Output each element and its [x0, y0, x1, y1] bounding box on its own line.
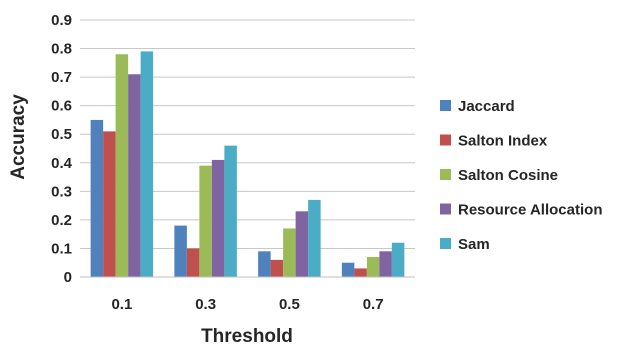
x-axis-title: Threshold	[201, 326, 293, 347]
bar-sam	[224, 145, 237, 277]
y-tick-label: 0.9	[51, 12, 72, 29]
y-axis-title: Accuracy	[8, 94, 29, 180]
legend-swatch	[440, 169, 451, 180]
bar-jaccard	[258, 251, 271, 277]
legend-swatch	[440, 134, 451, 146]
x-tick-label: 0.5	[279, 296, 300, 313]
y-tick-label: 0.8	[51, 41, 72, 58]
bar-jaccard	[90, 119, 104, 277]
bar-salton-index	[186, 248, 200, 277]
x-tick-label: 0.3	[195, 296, 216, 313]
y-tick-label: 0.2	[51, 212, 72, 229]
bar-salton-index	[103, 131, 116, 277]
bar-salton-index	[270, 259, 284, 277]
bar-salton-index	[354, 268, 367, 277]
bar-sam	[140, 51, 154, 278]
bar-sam	[391, 242, 405, 277]
legend-label: Salton Index	[458, 133, 548, 150]
legend-label: Salton Cosine	[458, 167, 558, 184]
legend-swatch	[440, 100, 451, 111]
legend-label: Sam	[458, 236, 490, 253]
x-tick-label: 0.7	[363, 296, 384, 313]
y-tick-label: 0.6	[51, 98, 72, 115]
legend-swatch	[440, 203, 451, 215]
y-tick-label: 0.4	[51, 155, 73, 172]
x-tick-label: 0.1	[111, 296, 132, 313]
bar-resource-allocation	[211, 159, 225, 277]
bar-resource-allocation	[295, 211, 309, 277]
x-axis-ticks: 0.1 0.3 0.5 0.7	[111, 296, 383, 313]
bar-sam	[308, 199, 321, 277]
bars	[90, 51, 405, 278]
bar-salton-cosine	[366, 257, 380, 277]
bar-salton-cosine	[115, 54, 129, 278]
y-axis-ticks: 0 0.1 0.2 0.3 0.4 0.5 0.6 0.7 0.8 0.9	[51, 12, 73, 286]
y-tick-label: 0.5	[51, 126, 72, 143]
legend-label: Resource Allocation	[458, 202, 602, 219]
y-tick-label: 0.7	[51, 69, 72, 86]
bar-salton-cosine	[199, 165, 212, 277]
y-tick-label: 0.3	[51, 183, 72, 200]
bar-salton-cosine	[283, 228, 296, 277]
bar-resource-allocation	[379, 251, 392, 277]
legend-swatch	[440, 238, 451, 249]
y-tick-label: 0	[64, 269, 72, 286]
y-tick-label: 0.1	[51, 240, 72, 257]
bar-jaccard	[174, 225, 187, 277]
bar-jaccard	[341, 262, 355, 277]
legend: Jaccard Salton Index Salton Cosine Resource…	[440, 98, 602, 253]
legend-label: Jaccard	[458, 98, 515, 115]
bar-resource-allocation	[128, 74, 141, 277]
